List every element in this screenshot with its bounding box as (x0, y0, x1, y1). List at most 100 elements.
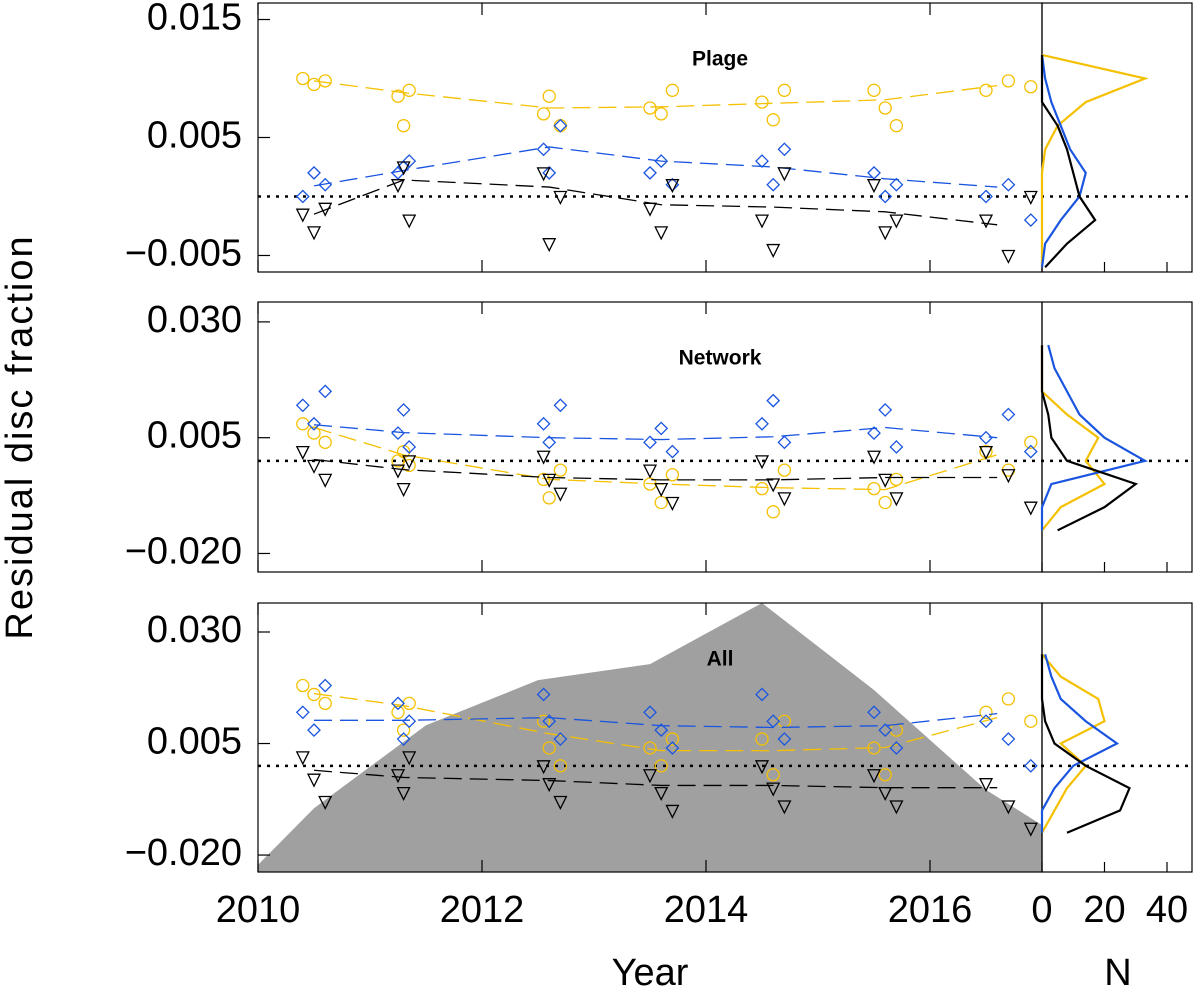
diamond-marker (755, 154, 769, 169)
circle-marker (755, 95, 769, 109)
diamond-marker (295, 189, 310, 204)
circle-marker (867, 83, 881, 97)
trend-line (313, 179, 998, 226)
triangle-marker (754, 760, 770, 775)
hist-tick-label: 0 (1031, 889, 1052, 931)
triangle-marker (1023, 822, 1038, 837)
circle-marker (318, 435, 332, 449)
x-tick-label: 2014 (664, 889, 749, 931)
circle-marker (553, 759, 568, 773)
trend-line (313, 458, 998, 481)
diamond-marker (777, 142, 792, 157)
histogram (1040, 345, 1139, 532)
circle-marker (307, 77, 321, 92)
diamond-marker (643, 705, 657, 720)
diamond-marker (295, 705, 310, 720)
triangle-marker (318, 795, 333, 810)
diamond-marker (402, 154, 417, 169)
diamond-marker (1023, 213, 1038, 228)
diamond-marker (536, 142, 551, 157)
diamond-marker (755, 416, 769, 431)
diamond-marker (665, 444, 680, 459)
diamond-marker (553, 732, 568, 746)
circle-marker (979, 83, 993, 97)
circle-marker (536, 107, 551, 121)
diamond-marker (542, 714, 557, 729)
triangle-marker (642, 769, 658, 784)
diamond-marker (391, 426, 405, 440)
diamond-marker (1001, 177, 1016, 192)
triangle-marker (978, 214, 994, 229)
diamond-marker (979, 189, 993, 204)
circle-marker (553, 119, 568, 133)
circle-marker (402, 696, 416, 711)
circle-marker (643, 741, 657, 755)
y-tick-label: 0.030 (147, 609, 242, 651)
diamond-marker (391, 165, 405, 180)
triangle-marker (1001, 249, 1016, 264)
hist-frame (1041, 2, 1193, 273)
circle-marker (318, 696, 332, 711)
triangle-marker (889, 214, 904, 229)
triangle-marker (402, 455, 417, 470)
triangle-marker (1001, 800, 1016, 815)
triangle-marker (642, 202, 658, 217)
circle-marker (402, 83, 416, 97)
circle-marker (307, 426, 321, 440)
triangle-marker (306, 226, 322, 241)
hist-tick-label: 40 (1146, 889, 1188, 931)
triangle-marker (542, 473, 557, 488)
diamond-marker (307, 165, 321, 180)
triangle-marker (390, 769, 406, 784)
triangle-marker (866, 450, 882, 465)
circle-marker (1001, 692, 1016, 706)
diamond-marker (402, 714, 417, 729)
diamond-marker (542, 165, 557, 180)
circle-marker (396, 119, 411, 133)
triangle-marker (295, 751, 310, 766)
y-tick-label: 0.005 (147, 721, 242, 763)
circle-marker (889, 472, 904, 487)
circle-marker (665, 468, 680, 482)
triangle-marker (654, 786, 669, 802)
diamond-marker (1023, 758, 1038, 773)
triangle-marker (754, 214, 770, 229)
circle-marker (296, 417, 310, 431)
triangle-marker (318, 473, 333, 488)
triangle-marker (978, 445, 994, 461)
circle-marker (755, 481, 769, 496)
diamond-marker (553, 118, 568, 133)
triangle-marker (402, 751, 417, 766)
trend-line (313, 692, 998, 752)
circle-marker (1024, 714, 1038, 728)
diamond-marker (889, 741, 904, 755)
triangle-marker (766, 243, 781, 259)
trend-line (313, 769, 998, 789)
diamond-marker (867, 165, 881, 180)
diamond-marker (979, 430, 993, 445)
diamond-marker (766, 177, 781, 192)
triangle-marker (1023, 190, 1038, 205)
circle-marker (1024, 80, 1038, 94)
x-tick-label: 2010 (216, 889, 301, 931)
diamond-marker (402, 440, 417, 454)
triangle-marker (390, 464, 406, 479)
circle-marker (867, 481, 881, 496)
triangle-marker (766, 478, 781, 493)
diamond-marker (536, 687, 551, 702)
circle-marker (878, 768, 892, 782)
triangle-marker (878, 786, 893, 802)
triangle-marker (889, 800, 904, 815)
triangle-marker (553, 487, 568, 502)
panel-label: All (707, 648, 734, 671)
y-tick-label: 0.015 (147, 0, 242, 39)
triangle-marker (889, 492, 904, 507)
circle-marker (296, 71, 310, 86)
triangle-marker (542, 778, 557, 793)
y-tick-label: −0.005 (125, 233, 242, 275)
diamond-marker (643, 435, 657, 450)
circle-marker (1024, 435, 1038, 449)
y-axis-title: Residual disc fraction (0, 234, 41, 639)
triangle-marker (390, 179, 406, 194)
circle-marker (766, 768, 780, 782)
